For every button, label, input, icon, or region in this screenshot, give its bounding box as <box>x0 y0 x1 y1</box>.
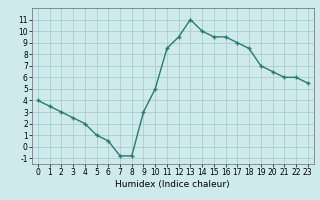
X-axis label: Humidex (Indice chaleur): Humidex (Indice chaleur) <box>116 180 230 189</box>
